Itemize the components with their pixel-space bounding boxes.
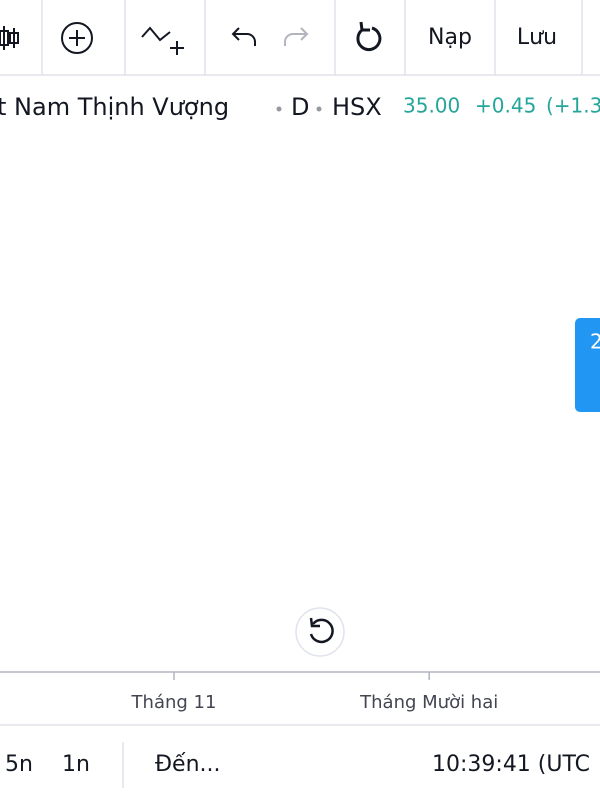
- x-tick-label: Tháng 11: [131, 692, 217, 713]
- price-change: +0.45: [475, 94, 536, 118]
- separator-dot: [276, 106, 282, 112]
- reset-icon[interactable]: [356, 21, 382, 52]
- price-badge-text: 2: [590, 330, 600, 354]
- interval: D: [291, 93, 309, 121]
- goto-button[interactable]: Đến...: [155, 752, 221, 777]
- symbol-name: t Nam Thịnh Vượng: [0, 93, 229, 121]
- x-tick-label: Tháng Mười hai: [359, 692, 498, 713]
- range-button[interactable]: 1n: [62, 752, 90, 777]
- save-button[interactable]: Lưu: [517, 25, 557, 50]
- x-axis: Tháng 11 Tháng Mười hai: [131, 672, 498, 713]
- range-button[interactable]: 5n: [5, 752, 33, 777]
- clock: 10:39:41 (UTC: [432, 752, 590, 777]
- price-change-percent: (+1.3: [546, 94, 600, 118]
- toolbar: [0, 0, 600, 76]
- candle-icon[interactable]: [0, 26, 19, 50]
- separator-dot: [316, 106, 322, 112]
- reset-chart-button[interactable]: [295, 607, 345, 657]
- compare-icon[interactable]: [141, 26, 184, 55]
- exchange: HSX: [332, 93, 382, 121]
- undo-icon[interactable]: [231, 27, 256, 46]
- last-price: 35.00: [403, 94, 460, 118]
- price-badge: [575, 318, 600, 412]
- add-indicator-icon[interactable]: [61, 22, 93, 54]
- redo-icon: [284, 27, 309, 46]
- load-button[interactable]: Nạp: [428, 25, 472, 50]
